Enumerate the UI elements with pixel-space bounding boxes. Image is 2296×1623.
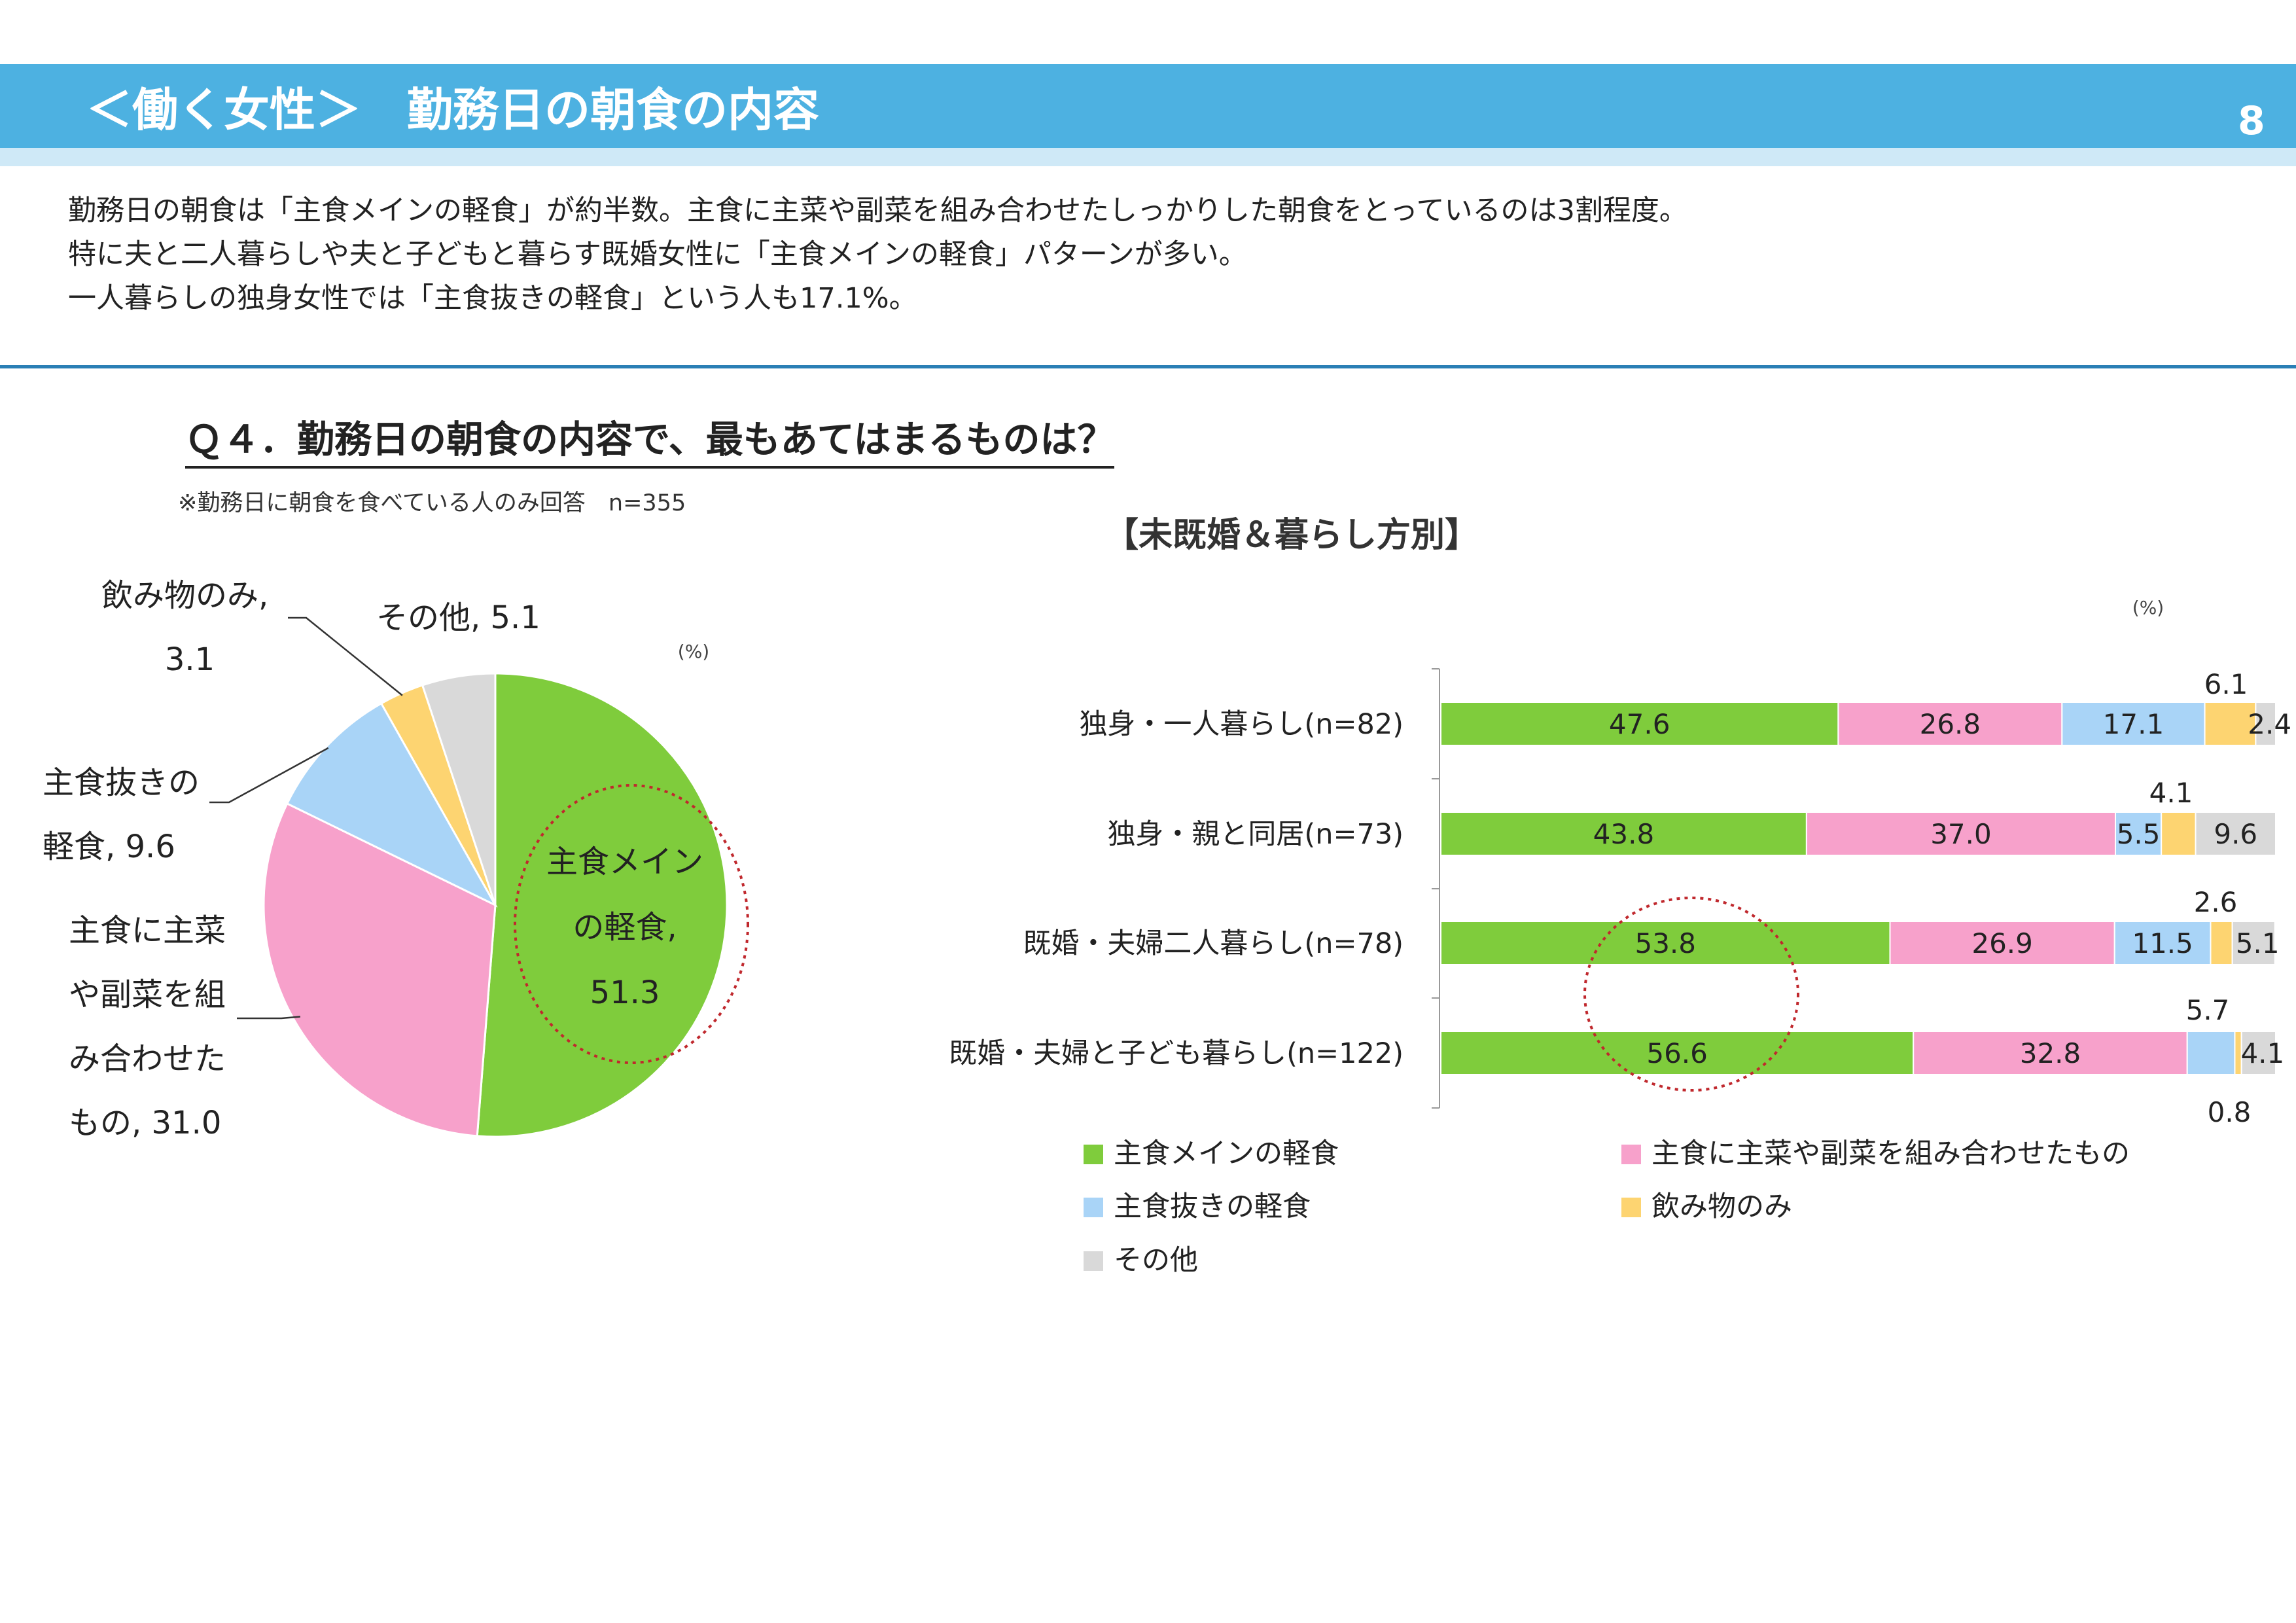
- bar-value-label: 5.5: [2117, 818, 2161, 850]
- pie-slice-other: [421, 672, 497, 906]
- bar-segment-other: [2231, 921, 2276, 965]
- bar-segment-no-staple-light-meal: [2113, 921, 2212, 965]
- bar-category-label: 既婚・夫婦二人暮らし(n=78): [1023, 927, 1404, 960]
- pie-label-main-light-meal-line-2: の軽食,: [573, 909, 677, 946]
- summary-line-2: 特に夫と二人暮らしや夫と子どもと暮らす既婚女性に「主食メインの軽食」パターンが多…: [68, 238, 1247, 271]
- bar-segment-no-staple-light-meal: [2061, 702, 2206, 746]
- summary-line-3: 一人暮らしの独身女性では「主食抜きの軽食」という人も17.1%。: [68, 282, 917, 315]
- legend-label-main-light-meal: 主食メインの軽食: [1114, 1137, 1339, 1170]
- header-band-accent: [0, 148, 2296, 166]
- bar-segment-main-light-meal: [1440, 921, 1891, 965]
- bar-category-label: 独身・親と同居(n=73): [1107, 818, 1404, 851]
- bar-value-label: 2.6: [2194, 886, 2238, 918]
- bar-value-label: 6.1: [2204, 668, 2248, 700]
- bar-highlight-circle: [1583, 897, 1799, 1092]
- question-title: Ｑ４．勤務日の朝食の内容で、最もあてはまるものは？: [185, 410, 1115, 469]
- header-band: [0, 64, 2296, 148]
- bar-value-label: 11.5: [2132, 927, 2193, 959]
- pie-label-no-staple-light-meal-line-2: 軽食, 9.6: [43, 829, 175, 865]
- pie-label-drink-only-line-2: 3.1: [165, 641, 215, 678]
- bar-category-label: 独身・一人暮らし(n=82): [1079, 708, 1404, 741]
- bar-value-label: 9.6: [2214, 818, 2257, 850]
- bar-segment-other: [2195, 812, 2276, 856]
- pie-slice-main-light-meal: [476, 672, 728, 1138]
- bar-segment-drink-only: [2210, 921, 2233, 965]
- sample-note: ※勤務日に朝食を食べている人のみ回答 n=355: [178, 490, 686, 516]
- pie-label-full-meal-line-2: や副菜を組: [69, 976, 226, 1013]
- pie-label-main-light-meal-line-1: 主食メイン: [546, 844, 703, 880]
- legend-swatch-full-meal: [1621, 1145, 1641, 1164]
- bar-value-label: 47.6: [1609, 708, 1670, 740]
- bar-value-label: 43.8: [1593, 818, 1655, 850]
- bar-value-label: 5.7: [2186, 994, 2230, 1026]
- page-title: ＜働く女性＞ 勤務日の朝食の内容: [86, 83, 819, 137]
- bar-segment-main-light-meal: [1440, 1031, 1915, 1075]
- bar-value-label: 5.1: [2236, 927, 2280, 959]
- pie-slice-no-staple-light-meal: [285, 702, 498, 908]
- legend-swatch-other: [1084, 1251, 1103, 1271]
- bar-chart-title: 【未既婚＆暮らし方別】: [1104, 516, 1479, 555]
- summary-line-1: 勤務日の朝食は「主食メインの軽食」が約半数。主食に主菜や副菜を組み合わせたしっか…: [68, 194, 1687, 227]
- bar-value-label: 53.8: [1634, 927, 1696, 959]
- bar-category-label: 既婚・夫婦と子ども暮らし(n=122): [949, 1037, 1404, 1070]
- bar-unit-label: (%): [2132, 597, 2164, 618]
- bar-segment-other: [2255, 702, 2276, 746]
- pie-label-full-meal-line-4: もの, 31.0: [69, 1105, 221, 1141]
- bar-segment-no-staple-light-meal: [2115, 812, 2163, 856]
- legend-label-other: その他: [1114, 1244, 1198, 1277]
- leader-line-full-meal: [237, 1016, 301, 1020]
- legend-label-no-staple-light-meal: 主食抜きの軽食: [1114, 1190, 1311, 1223]
- bar-value-label: 2.4: [2248, 708, 2291, 740]
- bar-segment-no-staple-light-meal: [2186, 1031, 2236, 1075]
- bar-value-label: 4.1: [2240, 1037, 2284, 1069]
- leader-line-no-staple: [209, 747, 329, 804]
- legend-swatch-main-light-meal: [1084, 1145, 1103, 1164]
- bar-value-label: 26.8: [1920, 708, 1981, 740]
- bar-value-label: 32.8: [2020, 1037, 2081, 1069]
- bar-segment-other: [2240, 1031, 2277, 1075]
- legend-label-drink-only: 飲み物のみ: [1651, 1190, 1792, 1223]
- bar-segment-main-light-meal: [1440, 702, 1839, 746]
- pie-label-no-staple-light-meal-line-1: 主食抜きの: [43, 764, 200, 801]
- bar-value-label: 26.9: [1971, 927, 2033, 959]
- bar-value-label: 56.6: [1646, 1037, 1708, 1069]
- pie-label-main-light-meal-line-3: 51.3: [590, 974, 660, 1011]
- pie-slice-full-meal: [262, 802, 497, 1137]
- legend-label-full-meal: 主食に主菜や副菜を組み合わせたもの: [1651, 1137, 2130, 1170]
- legend-swatch-drink-only: [1621, 1198, 1641, 1217]
- pie-label-drink-only-line-1: 飲み物のみ,: [101, 577, 268, 614]
- page-number: 8: [2238, 98, 2265, 144]
- bar-value-label: 4.1: [2149, 777, 2193, 809]
- bar-value-label: 17.1: [2103, 708, 2164, 740]
- pie-highlight-circle: [514, 784, 749, 1064]
- bar-segment-full-meal: [1837, 702, 2063, 746]
- bar-segment-drink-only: [2161, 812, 2197, 856]
- bar-segment-drink-only: [2204, 702, 2257, 746]
- section-divider: [0, 365, 2296, 368]
- bar-value-label: 0.8: [2208, 1096, 2252, 1128]
- pie-label-other-line-1: その他, 5.1: [376, 599, 540, 636]
- legend-swatch-no-staple-light-meal: [1084, 1198, 1103, 1217]
- pie-label-full-meal-line-3: み合わせた: [69, 1041, 226, 1077]
- leader-line-drink-only: [288, 616, 403, 696]
- pie-unit-label: (%): [678, 641, 709, 662]
- pie-label-full-meal-line-1: 主食に主菜: [69, 912, 226, 949]
- bar-value-label: 37.0: [1930, 818, 1992, 850]
